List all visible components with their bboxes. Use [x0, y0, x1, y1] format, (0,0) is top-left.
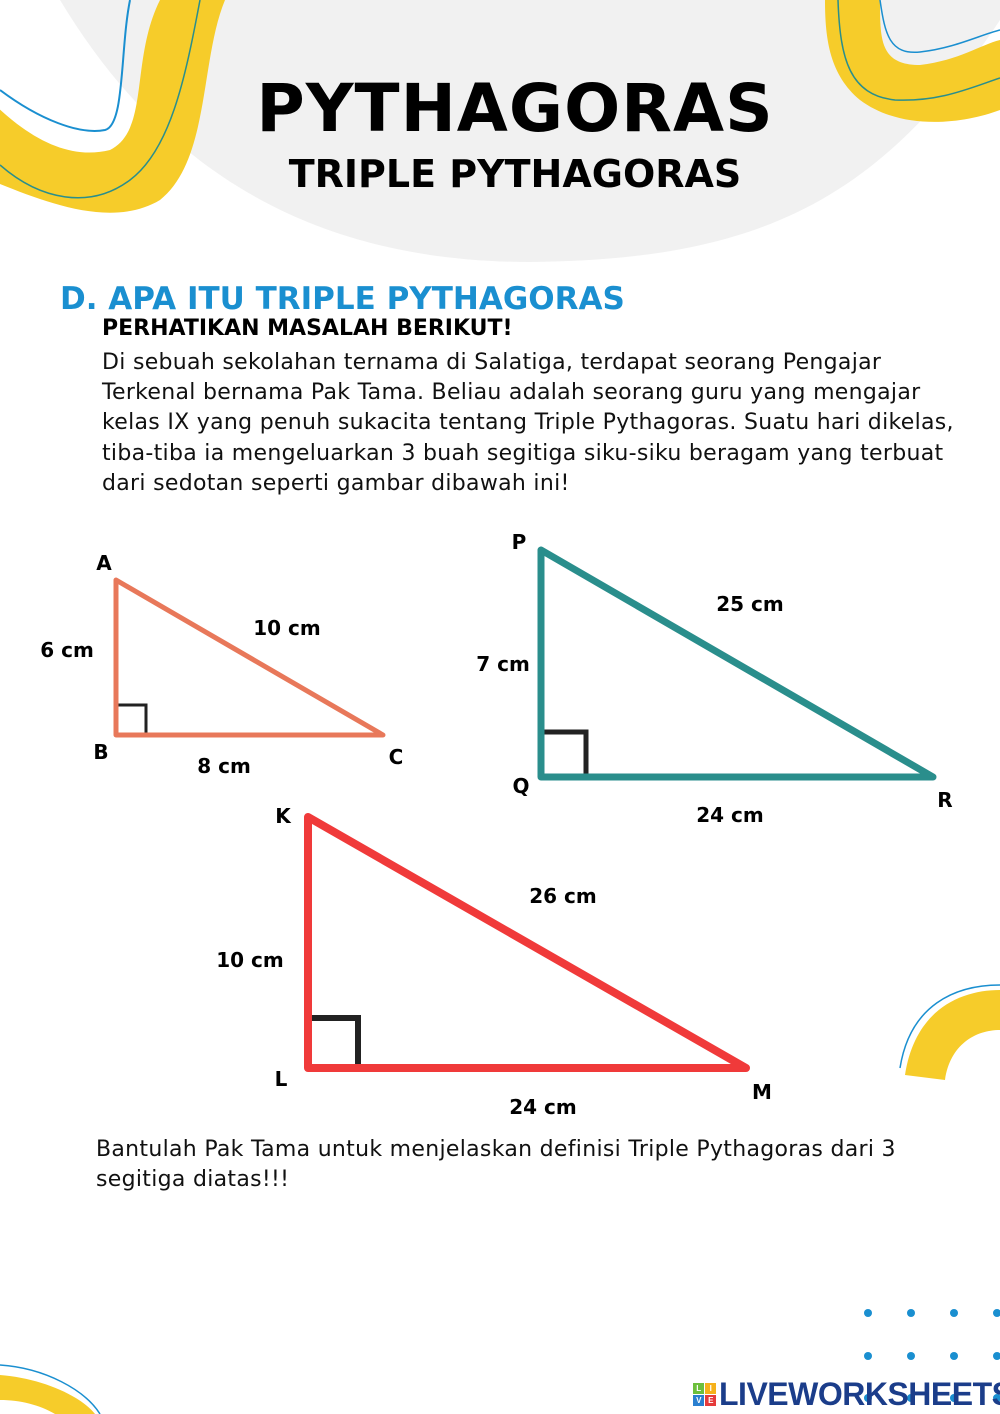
liveworksheets-logo: L I V E LIVEWORKSHEETS [693, 1376, 1000, 1413]
blue-arc-bottom-left [0, 1364, 101, 1414]
right-angle-marker [118, 703, 148, 733]
blue-line-right [879, 0, 1000, 53]
side-label-kl: 10 cm [216, 948, 284, 972]
side-label-ab: 6 cm [40, 638, 94, 662]
blue-arc-right [899, 984, 1000, 1069]
decor-dot [864, 1309, 872, 1317]
decor-dot [907, 1394, 915, 1402]
yellow-arc-bottom-left [0, 1375, 95, 1414]
vertex-label-q: Q [512, 774, 530, 798]
live-blocks-icon: L I V E [693, 1383, 716, 1406]
question-paragraph: Bantulah Pak Tama untuk menjelaskan defi… [96, 1137, 896, 1193]
decor-dot [993, 1352, 1000, 1360]
page-title: PYTHAGORAS [256, 70, 774, 147]
section-heading: D. APA ITU TRIPLE PYTHAGORAS [60, 281, 625, 317]
decor-dot [950, 1394, 958, 1402]
side-label-qr: 24 cm [696, 803, 764, 827]
decor-dot [907, 1352, 915, 1360]
dot-grid [864, 1309, 1000, 1402]
side-label-pq: 7 cm [476, 652, 530, 676]
right-angle-marker [312, 1015, 361, 1064]
triangle-klm [304, 813, 750, 1072]
vertex-label-b: B [93, 740, 109, 764]
blue-line-left-2 [0, 0, 201, 199]
triangle-abc [113, 577, 386, 738]
decor-dot [950, 1352, 958, 1360]
section-subheading: PERHATIKAN MASALAH BERIKUT! [102, 316, 513, 341]
decor-dot [950, 1309, 958, 1317]
blue-line-left [0, 0, 131, 132]
side-label-bc: 8 cm [197, 754, 251, 778]
decor-dot [993, 1394, 1000, 1402]
vertex-label-c: C [388, 745, 404, 769]
story-paragraph: Di sebuah sekolahan ternama di Salatiga,… [102, 350, 954, 496]
decor-dot [864, 1352, 872, 1360]
vertex-label-p: P [511, 530, 527, 554]
vertex-label-m: M [752, 1080, 772, 1104]
triangle-pqr [537, 546, 937, 781]
vertex-label-a: A [96, 551, 112, 575]
logo-text: LIVEWORKSHEETS [719, 1376, 1000, 1412]
side-label-pr: 25 cm [716, 592, 784, 616]
grey-blob [60, 0, 1000, 262]
decor-dot [907, 1309, 915, 1317]
blue-line-right-2 [837, 0, 1000, 101]
side-label-lm: 24 cm [509, 1095, 577, 1119]
side-label-km: 26 cm [529, 884, 597, 908]
decor-dot [993, 1309, 1000, 1317]
side-label-ac: 10 cm [253, 616, 321, 640]
vertex-label-r: R [937, 788, 953, 812]
yellow-wave-left [0, 0, 225, 213]
page-subtitle: TRIPLE PYTHAGORAS [288, 152, 742, 196]
vertex-label-k: K [275, 804, 291, 828]
vertex-label-l: L [274, 1067, 288, 1091]
right-angle-marker [544, 729, 589, 774]
yellow-arc-right [905, 990, 1000, 1080]
decor-dot [864, 1394, 872, 1402]
